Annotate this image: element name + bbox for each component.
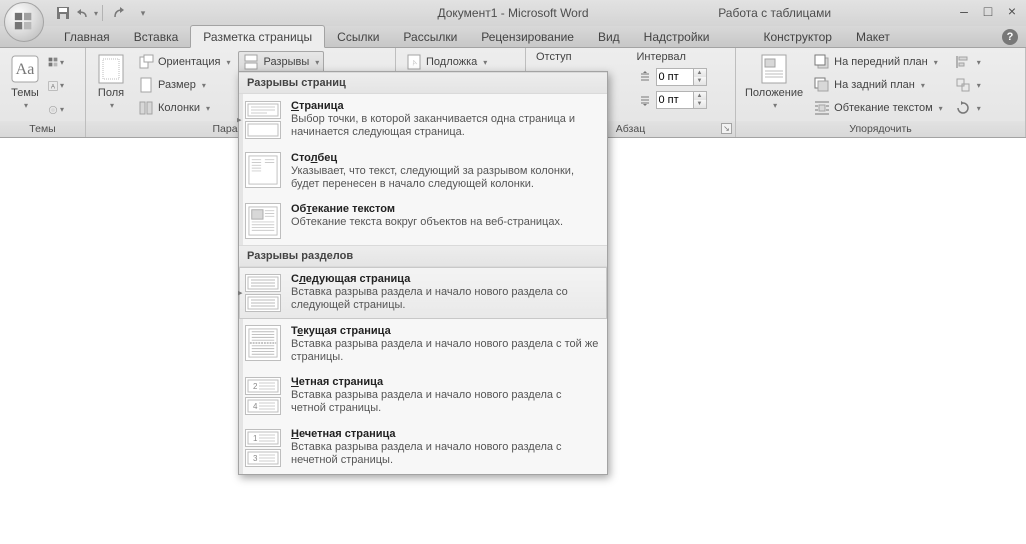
breaks-dropdown: Разрывы страниц ▸ СтраницаВыбор точки, в… [238, 71, 608, 475]
title-bar: ▾ ▾ Документ1 - Microsoft Word Работа с … [0, 0, 1026, 26]
qat-customize[interactable]: ▾ [131, 3, 153, 23]
breaks-icon [243, 54, 259, 70]
theme-colors-button[interactable]: ▾ [48, 54, 64, 70]
office-logo-icon [13, 11, 35, 33]
tab-home[interactable]: Главная [52, 26, 122, 47]
dd-item-text-wrapping[interactable]: Обтекание текстомОбтекание текста вокруг… [239, 197, 607, 245]
tab-design[interactable]: Конструктор [752, 26, 844, 47]
theme-effects-button[interactable]: ▾ [48, 102, 64, 118]
position-icon [759, 53, 789, 85]
even-page-icon: 2 4 [245, 376, 281, 416]
group-label-arrange: Упорядочить [736, 121, 1025, 137]
group-arrange: Положение▾ На передний план▾ На задний п… [736, 48, 1026, 137]
contextual-tab-title: Работа с таблицами [718, 6, 831, 20]
rotate-icon [955, 100, 971, 116]
dd-header-page-breaks: Разрывы страниц [239, 72, 607, 94]
margins-icon [97, 53, 125, 85]
ribbon-tabs: Главная Вставка Разметка страницы Ссылки… [0, 26, 1026, 48]
office-button[interactable] [4, 2, 44, 42]
group-button[interactable]: ▾ [951, 74, 985, 96]
page-break-icon [245, 100, 281, 140]
redo-icon [111, 6, 125, 20]
group-icon [955, 77, 971, 93]
spacing-after-input[interactable]: ▲▼ [656, 91, 707, 109]
window-controls: – □ × [956, 4, 1020, 18]
margins-button[interactable]: Поля▾ [90, 51, 132, 121]
bring-front-button[interactable]: На передний план▾ [810, 51, 947, 73]
colors-icon [48, 54, 58, 70]
odd-page-icon: 1 3 [245, 428, 281, 468]
text-wrap-button[interactable]: Обтекание текстом▾ [810, 97, 947, 119]
size-icon [138, 77, 154, 93]
save-icon [56, 6, 70, 20]
quick-access-toolbar: ▾ ▾ [52, 3, 153, 23]
dd-item-odd-page[interactable]: 1 3 Нечетная страницаВставка разрыва раз… [239, 422, 607, 474]
window-title: Документ1 - Microsoft Word [437, 6, 588, 20]
bring-front-icon [814, 54, 830, 70]
tab-references[interactable]: Ссылки [325, 26, 391, 47]
themes-button[interactable]: Aa Темы▾ [4, 51, 46, 121]
svg-text:4: 4 [253, 402, 258, 411]
spacing-label: Интервал [633, 51, 730, 65]
themes-icon: Aa [10, 54, 40, 84]
wrap-icon [814, 100, 830, 116]
close-button[interactable]: × [1004, 4, 1020, 18]
svg-text:3: 3 [253, 454, 258, 463]
tab-layout[interactable]: Макет [844, 26, 902, 47]
svg-text:Aa: Aa [16, 61, 35, 78]
spacing-before-input[interactable]: ▲▼ [656, 68, 707, 86]
qat-redo[interactable] [107, 3, 129, 23]
columns-button[interactable]: Колонки▾ [134, 97, 234, 119]
help-button[interactable]: ? [1002, 29, 1018, 45]
effects-icon [48, 102, 58, 118]
tab-page-layout[interactable]: Разметка страницы [190, 25, 325, 48]
orientation-icon [138, 54, 154, 70]
column-break-icon [245, 152, 281, 188]
watermark-button[interactable]: AПодложка▾ [402, 51, 491, 73]
spacing-after-icon [637, 92, 653, 108]
fonts-icon: A [48, 78, 58, 94]
theme-fonts-button[interactable]: A▾ [48, 78, 64, 94]
align-icon [955, 54, 971, 70]
rotate-button[interactable]: ▾ [951, 97, 985, 119]
tab-mailings[interactable]: Рассылки [391, 26, 469, 47]
dd-item-column[interactable]: СтолбецУказывает, что текст, следующий з… [239, 146, 607, 197]
minimize-button[interactable]: – [956, 4, 972, 18]
continuous-icon [245, 325, 281, 361]
tab-review[interactable]: Рецензирование [469, 26, 586, 47]
group-themes: Aa Темы▾ ▾ A▾ ▾ Темы [0, 48, 86, 137]
textwrap-break-icon [245, 203, 281, 239]
tab-addins[interactable]: Надстройки [632, 26, 722, 47]
columns-icon [138, 100, 154, 116]
dd-header-section-breaks: Разрывы разделов [239, 245, 607, 267]
dd-item-continuous[interactable]: Текущая страницаВставка разрыва раздела … [239, 319, 607, 370]
qat-undo[interactable]: ▾ [76, 3, 98, 23]
svg-text:1: 1 [253, 434, 258, 443]
group-label-themes: Темы [0, 121, 85, 137]
watermark-icon: A [406, 54, 422, 70]
svg-text:2: 2 [253, 382, 258, 391]
send-back-button[interactable]: На задний план▾ [810, 74, 947, 96]
tab-insert[interactable]: Вставка [122, 26, 191, 47]
dd-item-page[interactable]: ▸ СтраницаВыбор точки, в которой заканчи… [239, 94, 607, 146]
orientation-button[interactable]: Ориентация▾ [134, 51, 234, 73]
next-page-icon [245, 273, 281, 313]
svg-text:A: A [51, 83, 56, 90]
paragraph-dialog-launcher[interactable]: ↘ [721, 123, 732, 134]
qat-save[interactable] [52, 3, 74, 23]
maximize-button[interactable]: □ [980, 4, 996, 18]
tab-view[interactable]: Вид [586, 26, 632, 47]
position-button[interactable]: Положение▾ [740, 51, 808, 121]
align-button[interactable]: ▾ [951, 51, 985, 73]
dd-item-even-page[interactable]: 2 4 Четная страницаВставка разрыва разде… [239, 370, 607, 422]
breaks-button[interactable]: Разрывы▾ [238, 51, 324, 73]
size-button[interactable]: Размер▾ [134, 74, 234, 96]
indent-label: Отступ [532, 51, 629, 65]
dd-item-next-page[interactable]: ▸ Следующая страницаВставка разрыва разд… [239, 267, 607, 319]
send-back-icon [814, 77, 830, 93]
undo-icon [76, 6, 92, 20]
spacing-before-icon [637, 69, 653, 85]
